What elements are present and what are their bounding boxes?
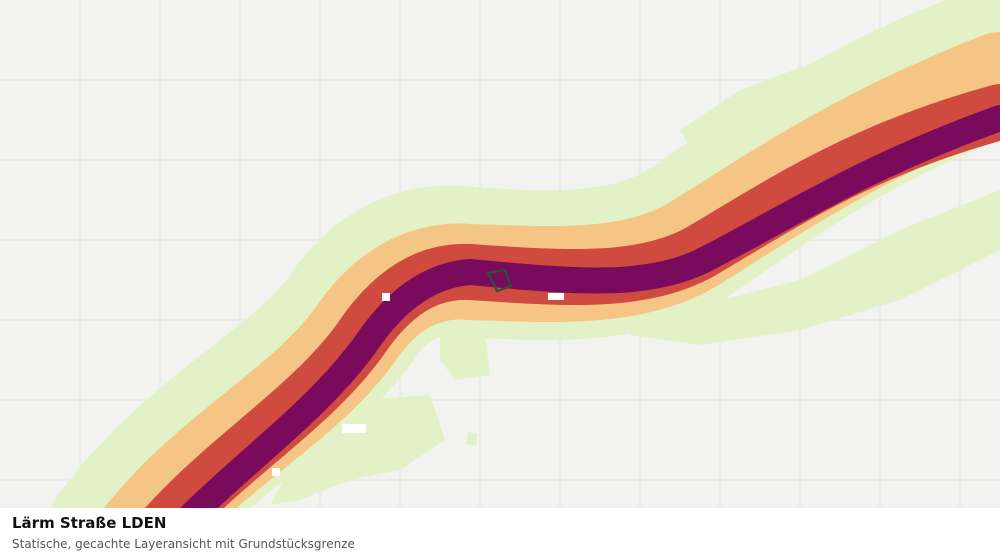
caption-subtitle: Statische, gecachte Layeransicht mit Gru… — [12, 537, 355, 551]
map-gap — [342, 424, 366, 433]
noise-band-core — [147, 105, 1000, 560]
noise-band-outer — [440, 330, 490, 380]
noise-band-outer — [270, 395, 445, 505]
map-gap — [548, 293, 564, 300]
map-gap — [382, 293, 390, 301]
caption-title: Lärm Straße LDEN — [12, 514, 167, 532]
noise-band-outer — [630, 190, 1000, 345]
parcel-boundary[interactable] — [486, 268, 513, 293]
map-gap — [272, 468, 280, 476]
white-gaps — [272, 293, 564, 476]
noise-band-outer — [466, 432, 478, 446]
map-caption: Lärm Straße LDEN Statische, gecachte Lay… — [0, 508, 1000, 560]
